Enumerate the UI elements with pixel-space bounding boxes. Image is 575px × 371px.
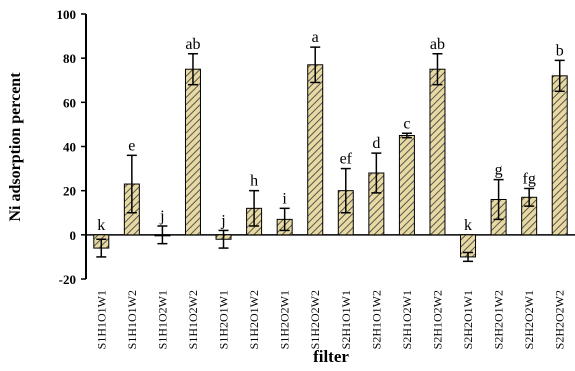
bar (307, 64, 324, 236)
x-tick-label: S1H2O2W2 (308, 290, 322, 349)
bar (184, 68, 201, 236)
x-tick-label: S1H1O2W2 (186, 290, 200, 349)
significance-label: h (250, 173, 258, 190)
x-tick-label: S2H1O1W2 (369, 290, 383, 349)
y-tick-label: -20 (59, 272, 76, 287)
bar (398, 134, 415, 236)
x-tick-label: S2H2O2W2 (553, 290, 567, 349)
significance-label: d (372, 135, 380, 152)
significance-label: k (97, 217, 105, 234)
y-tick-label: 0 (70, 228, 77, 243)
significance-label: ef (340, 151, 353, 168)
significance-label: fg (522, 170, 535, 187)
x-tick-label: S1H1O1W2 (125, 290, 139, 349)
x-tick-label: S2H1O2W2 (430, 290, 444, 349)
significance-label: k (464, 217, 472, 234)
x-tick-label: S2H2O2W1 (522, 290, 536, 349)
x-axis-label: filter (313, 347, 349, 366)
x-tick-label: S1H1O2W1 (155, 290, 169, 349)
y-tick-label: 60 (63, 95, 76, 110)
y-tick-label: 100 (57, 7, 77, 22)
bar (551, 75, 568, 236)
x-tick-label: S1H2O1W2 (247, 290, 261, 349)
x-tick-label: S1H1O1W1 (94, 290, 108, 349)
plot-area: -20 0 20 40 60 80 100 k S1H1O1W1 e S1H1O1W2 j S1H1O2… (57, 7, 575, 349)
significance-label: c (403, 115, 410, 132)
x-tick-label: S2H2O1W1 (461, 290, 475, 349)
y-axis-label: Ni adsorption percent (7, 72, 24, 222)
significance-label: i (282, 190, 287, 207)
significance-label: j (220, 212, 225, 229)
significance-label: g (495, 162, 503, 179)
y-tick-label: 40 (63, 140, 76, 155)
significance-label: ab (185, 36, 200, 53)
x-tick-label: S1H2O2W1 (278, 290, 292, 349)
significance-label: e (128, 137, 135, 154)
x-tick-label: S2H2O1W2 (492, 290, 506, 349)
significance-label: ab (430, 36, 445, 53)
x-tick-label: S1H2O1W1 (217, 290, 231, 349)
x-tick-label: S2H1O2W1 (400, 290, 414, 349)
y-tick-label: 20 (63, 184, 76, 199)
significance-label: a (312, 29, 319, 46)
significance-label: j (159, 208, 164, 225)
significance-label: b (556, 42, 564, 59)
bar (429, 68, 446, 236)
x-tick-label: S2H1O1W1 (339, 290, 353, 349)
y-tick-label: 80 (63, 51, 76, 66)
